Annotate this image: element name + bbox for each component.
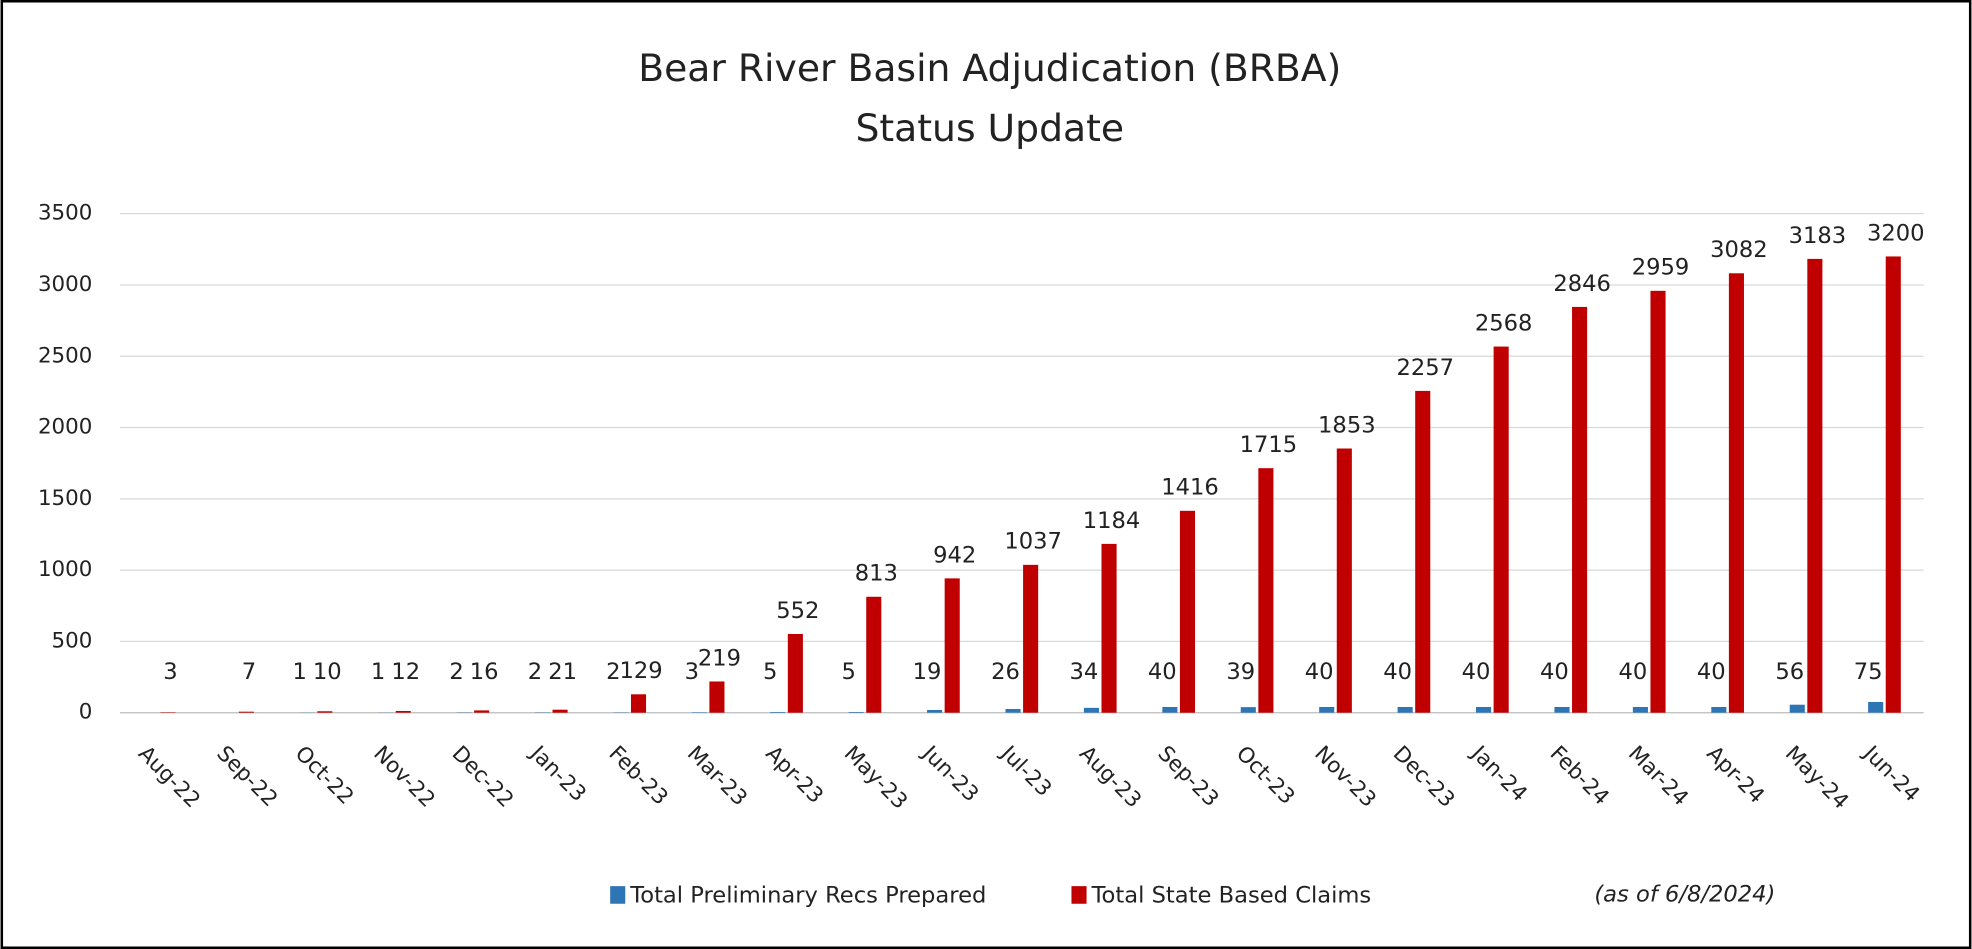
- bar: [1789, 704, 1805, 713]
- data-label: 40: [1618, 659, 1647, 685]
- chart-subtitle: Status Update: [855, 106, 1124, 150]
- bar: [1258, 468, 1274, 713]
- y-tick-label: 1000: [38, 557, 92, 582]
- data-label: 5: [841, 659, 855, 685]
- data-label: 813: [855, 561, 898, 587]
- bar: [1397, 706, 1413, 713]
- data-label: 2959: [1632, 255, 1690, 281]
- data-label: 1416: [1161, 475, 1219, 501]
- bar: [1240, 707, 1256, 713]
- data-label: 40: [1697, 659, 1726, 685]
- bar: [1885, 256, 1901, 713]
- data-label: 942: [933, 542, 976, 568]
- y-tick-label: 3000: [38, 272, 92, 297]
- data-label: 1: [371, 659, 385, 685]
- y-tick-label: 1500: [38, 486, 92, 511]
- data-label: 75: [1854, 659, 1883, 685]
- bar: [1728, 273, 1744, 713]
- y-tick-label: 3500: [38, 201, 92, 226]
- data-label: 2257: [1396, 355, 1454, 381]
- bar: [927, 709, 943, 713]
- data-label: 16: [470, 659, 499, 685]
- bar: [1415, 390, 1431, 713]
- data-label: 19: [913, 659, 942, 685]
- data-label: 5: [763, 659, 777, 685]
- data-label: 2: [449, 659, 463, 685]
- bar: [552, 709, 568, 713]
- data-label: 2568: [1475, 310, 1533, 336]
- data-label: 7: [242, 659, 256, 685]
- data-label: 3183: [1789, 223, 1847, 249]
- data-label: 129: [619, 658, 662, 684]
- data-label: 1: [292, 659, 306, 685]
- bar: [1005, 708, 1021, 713]
- data-label: 3: [685, 659, 699, 685]
- bar: [709, 681, 725, 713]
- data-label: 3200: [1867, 220, 1925, 246]
- bar: [474, 710, 490, 713]
- data-label: 40: [1383, 659, 1412, 685]
- bar: [1101, 543, 1117, 713]
- bar: [1650, 290, 1666, 713]
- data-label: 2: [606, 659, 620, 685]
- bar: [317, 711, 333, 713]
- bar: [238, 711, 254, 713]
- bar: [1476, 706, 1492, 713]
- data-label: 26: [991, 659, 1020, 685]
- bar: [1162, 706, 1178, 713]
- legend-label: Total State Based Claims: [1091, 883, 1372, 909]
- data-label: 552: [776, 598, 819, 624]
- data-label: 2846: [1553, 271, 1611, 297]
- bar: [770, 711, 786, 713]
- data-label: 21: [548, 659, 577, 685]
- bar: [944, 578, 960, 713]
- bar: [1493, 346, 1509, 713]
- bar: [1632, 706, 1648, 713]
- y-tick-label: 500: [52, 628, 93, 653]
- y-tick-label: 2500: [38, 343, 92, 368]
- data-label: 40: [1540, 659, 1569, 685]
- data-label: 1037: [1004, 529, 1062, 555]
- legend-swatch: [610, 886, 626, 904]
- data-label: 3082: [1710, 237, 1768, 263]
- bar: [848, 711, 864, 713]
- data-label: 1715: [1240, 432, 1298, 458]
- bar: [1807, 258, 1823, 713]
- data-label: 12: [391, 659, 420, 685]
- bar: [1868, 701, 1884, 713]
- bar: [395, 710, 411, 713]
- bar: [1554, 706, 1570, 713]
- bar: [787, 633, 803, 713]
- legend-label: Total Preliminary Recs Prepared: [629, 883, 986, 909]
- bar: [1572, 306, 1588, 713]
- data-label: 10: [313, 659, 342, 685]
- data-label: 40: [1462, 659, 1491, 685]
- bar: [630, 694, 647, 713]
- bar: [1336, 448, 1352, 713]
- chart-title: Bear River Basin Adjudication (BRBA): [638, 46, 1341, 90]
- bar: [1083, 707, 1099, 713]
- data-label: 3: [163, 659, 177, 685]
- data-label: 1184: [1083, 508, 1141, 534]
- bar: [1711, 706, 1727, 713]
- bar: [1023, 564, 1039, 713]
- bar: [866, 596, 882, 713]
- legend-swatch: [1071, 886, 1087, 904]
- data-label: 1853: [1318, 412, 1376, 438]
- note: (as of 6/8/2024): [1594, 881, 1775, 907]
- bar: [1319, 706, 1335, 713]
- data-label: 39: [1226, 659, 1255, 685]
- data-label: 2: [528, 659, 542, 685]
- y-tick-label: 2000: [38, 415, 92, 440]
- y-tick-label: 0: [79, 700, 93, 725]
- data-label: 56: [1775, 659, 1804, 685]
- data-label: 40: [1305, 659, 1334, 685]
- data-label: 34: [1070, 659, 1099, 685]
- data-label: 40: [1148, 659, 1177, 685]
- data-label: 219: [698, 645, 741, 671]
- bar: [1179, 510, 1196, 713]
